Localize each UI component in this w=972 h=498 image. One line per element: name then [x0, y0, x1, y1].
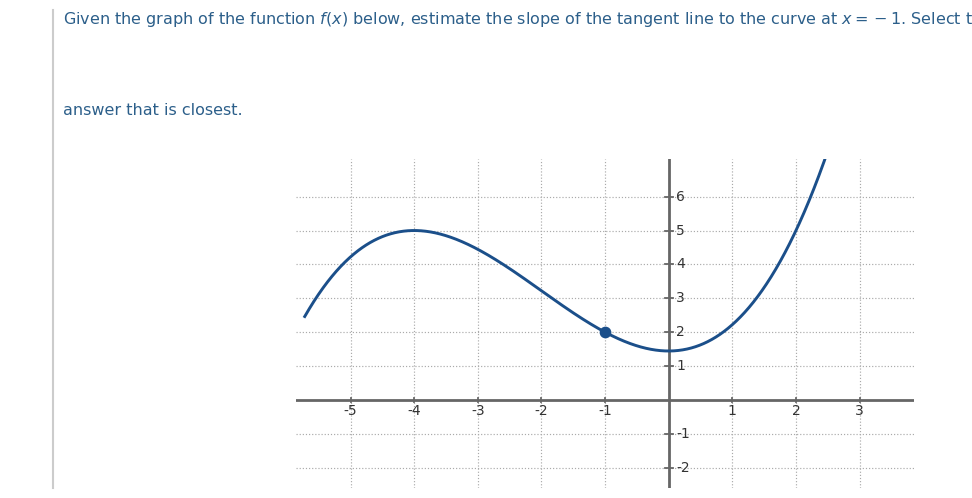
Text: 5: 5: [677, 224, 685, 238]
Text: answer that is closest.: answer that is closest.: [63, 103, 243, 118]
Text: 3: 3: [855, 404, 864, 418]
Text: -2: -2: [535, 404, 548, 418]
Text: 6: 6: [677, 190, 685, 204]
Point: [597, 328, 612, 336]
Text: -3: -3: [471, 404, 485, 418]
Text: -5: -5: [344, 404, 358, 418]
Text: -4: -4: [407, 404, 421, 418]
Text: 3: 3: [677, 291, 685, 305]
Text: 2: 2: [791, 404, 800, 418]
Text: 1: 1: [728, 404, 737, 418]
Text: 2: 2: [677, 325, 685, 339]
Text: -2: -2: [677, 461, 690, 475]
Text: -1: -1: [677, 427, 690, 441]
Text: Given the graph of the function $f(x)$ below, estimate the slope of the tangent : Given the graph of the function $f(x)$ b…: [63, 10, 972, 29]
Text: 4: 4: [677, 257, 685, 271]
Text: -1: -1: [598, 404, 612, 418]
Text: 1: 1: [677, 359, 685, 373]
